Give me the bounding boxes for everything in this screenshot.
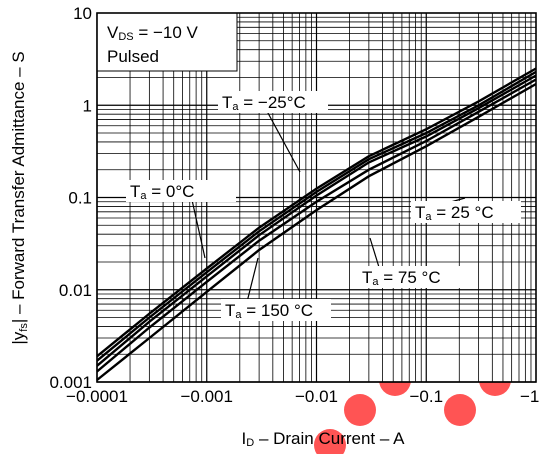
series-label-text: Ta = 25 °C [415, 203, 494, 223]
series-label-3: Ta = 75 °C [358, 237, 468, 288]
watermark-mark [314, 429, 346, 454]
y-tick-label: 0.001 [49, 373, 92, 392]
condition-box: VDS = −10 V Pulsed [96, 12, 238, 72]
series-label-leader [189, 190, 206, 259]
y-tick-label: 1 [83, 96, 92, 115]
series-label-0: Ta = −25°C [218, 91, 328, 173]
plot-frame [96, 12, 537, 383]
series-label-bg [221, 299, 331, 321]
series-line-2 [96, 74, 537, 367]
series-label-4: Ta = 150 °C [221, 257, 331, 321]
x-tick-label: −0.001 [181, 387, 233, 406]
series-label-1: Ta = 0°C [126, 180, 236, 259]
series-group [96, 67, 537, 381]
series-label-leader [261, 101, 301, 173]
watermark-mark [444, 394, 476, 426]
series-line-0 [96, 67, 537, 358]
series-label-bg [411, 201, 521, 223]
series-label-text: Ta = 150 °C [225, 301, 313, 321]
y-axis-label: |yfs| – Forward Transfer Admittance – S [9, 51, 30, 344]
x-tick-label: −0.0001 [66, 387, 128, 406]
watermark-mark [344, 394, 376, 426]
series-line-4 [96, 82, 537, 381]
y-tick-label: 0.01 [59, 281, 92, 300]
series-label-2: Ta = 25 °C [411, 197, 521, 223]
y-tick-label: 10 [73, 4, 92, 23]
x-tick-label: −0.1 [409, 387, 443, 406]
y-tick-label: 0.1 [68, 189, 92, 208]
x-axis-label: ID – Drain Current – A [242, 429, 406, 449]
annotation-group: Ta = −25°C Ta = 0°C Ta = 25 °C Ta = 75 °C Ta… [126, 91, 521, 321]
x-tick-label: −0.01 [295, 387, 338, 406]
series-line-1 [96, 70, 537, 362]
series-line-3 [96, 78, 537, 373]
series-label-bg [126, 180, 236, 202]
series-label-text: Ta = 75 °C [362, 268, 441, 288]
condition-line-2: Pulsed [107, 47, 159, 66]
series-label-text: Ta = −25°C [222, 93, 306, 113]
condition-box-frame [96, 12, 238, 72]
tick-labels: −0.0001 −0.001 −0.01 −0.1 −1 10 1 0.1 0.01 0.001 [49, 4, 539, 406]
series-label-bg [358, 266, 468, 288]
series-label-text: Ta = 0°C [130, 182, 194, 202]
condition-line-1: VDS = −10 V [107, 23, 199, 43]
series-label-bg [218, 91, 328, 113]
x-tick-label: −1 [520, 387, 539, 406]
